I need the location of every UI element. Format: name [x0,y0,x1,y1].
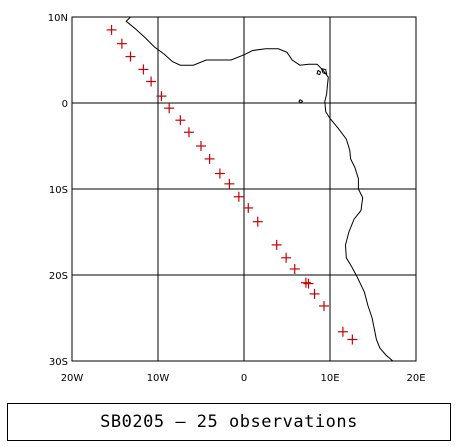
island-outline [316,69,322,76]
observation-marker [233,191,244,202]
observation-marker [183,127,194,138]
lon-tick-label: 20E [406,373,425,384]
observation-marker [289,263,300,274]
observation-marker [125,51,136,62]
observation-marker [243,202,254,213]
lon-tick-label: 0 [241,373,247,384]
coastline [125,16,394,362]
africa-coastline [125,16,394,362]
observation-marker [175,115,186,126]
grid-lines [72,17,416,361]
observation-markers [106,24,358,345]
observation-marker [303,278,314,289]
lat-tick-label: 0 [62,99,68,110]
lon-tick-label: 10E [320,373,339,384]
observation-marker [106,24,117,35]
lon-tick-label: 20W [61,373,84,384]
observation-marker [196,141,206,151]
island-outline [298,99,304,104]
observation-marker [164,103,175,114]
island-outline [320,68,328,75]
observation-marker [271,239,282,250]
observation-marker [146,76,157,87]
observation-marker [309,288,320,299]
observation-marker [214,168,225,179]
lon-tick-label: 10W [147,373,170,384]
lat-tick-label: 30S [49,357,68,368]
observation-marker [156,91,167,102]
map-plot: 20W 10W 0 10E 20E 10N 0 10S 20S 30S [48,13,426,384]
observation-marker [318,300,329,311]
caption-text: SB0205 — 25 observations [100,412,358,432]
observation-marker [300,277,311,288]
lat-tick-label: 20S [49,271,68,282]
lat-tick-label: 10S [49,185,68,196]
lat-tick-label: 10N [48,13,68,24]
observation-marker [347,334,358,345]
observation-marker [204,153,215,164]
observation-marker [116,38,127,49]
observation-marker [138,64,149,75]
observation-marker [281,252,292,263]
observation-marker [224,178,235,189]
caption-box: SB0205 — 25 observations [7,403,451,441]
longitude-tick-labels: 20W 10W 0 10E 20E [61,373,426,384]
latitude-tick-labels: 10N 0 10S 20S 30S [48,13,68,368]
observation-marker [337,326,348,337]
observation-marker [252,216,263,227]
